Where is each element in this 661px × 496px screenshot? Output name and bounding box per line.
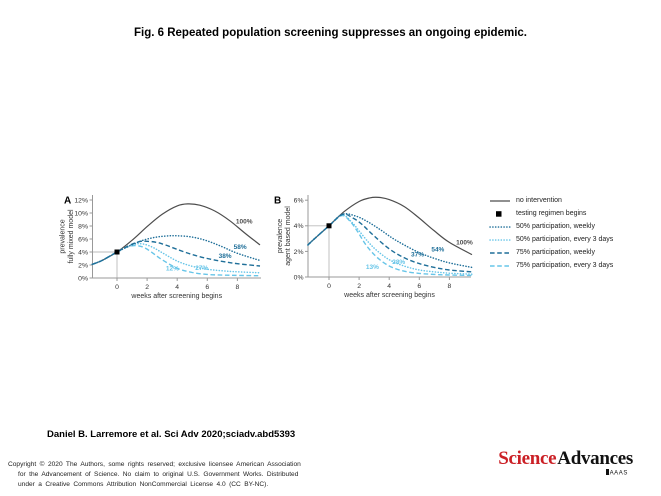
legend-label: 50% participation, weekly [516, 223, 595, 230]
logo-advances: Advances [557, 448, 633, 469]
legend-label: no intervention [516, 197, 562, 204]
legend-item: testing regimen begins [489, 207, 613, 220]
x-tick-label: 4 [387, 283, 391, 290]
panel-letter: B [274, 196, 281, 207]
x-tick-label: 6 [417, 283, 421, 290]
attribution: Daniel B. Larremore et al. Sci Adv 2020;… [47, 429, 296, 440]
y-tick-label: 6% [294, 198, 304, 205]
y-tick-label: 2% [294, 249, 304, 256]
y-axis-title: prevalence [277, 219, 284, 253]
x-tick-label: 8 [236, 284, 240, 291]
y-axis-title: agent based model [285, 206, 292, 266]
legend-item: 75% participation, weekly [489, 246, 613, 259]
x-axis-title: weeks after screening begins [130, 293, 222, 300]
legend-label: testing regimen begins [516, 210, 587, 217]
science-advances-logo: ScienceAdvances AAAS [498, 448, 633, 477]
y-tick-label: 0% [78, 275, 88, 282]
x-tick-label: 6 [205, 284, 209, 291]
aaas-flag-icon [605, 469, 609, 475]
y-tick-label: 8% [78, 223, 88, 230]
legend-line-sample-icon [490, 251, 510, 254]
series-value-label: 27% [195, 265, 208, 272]
y-tick-label: 2% [78, 262, 88, 269]
y-tick-label: 4% [78, 249, 88, 256]
reference-line [92, 251, 118, 278]
square-marker [496, 210, 502, 217]
y-tick-label: 6% [78, 236, 88, 243]
series-value-label: 13% [366, 264, 379, 271]
chart-panel-a: 0% 2% 4% 6% 8% 10% 12% 0 2 4 6 8 100% 27% 12% 58%38% Apr… [60, 195, 261, 300]
reference-line [308, 225, 330, 277]
x-tick-label: 0 [115, 284, 119, 291]
legend-item: no intervention [489, 194, 613, 207]
legend-label: 75% participation, weekly [516, 249, 595, 256]
y-tick-label: 10% [74, 210, 88, 217]
figure-title: Fig. 6 Repeated population screening sup… [134, 27, 527, 39]
series-line [307, 196, 473, 256]
legend-line-sample-icon [489, 238, 511, 241]
series-value-label: 100% [456, 239, 473, 246]
x-tick-label: 2 [357, 283, 361, 290]
logo-wordmark: ScienceAdvances [498, 448, 633, 469]
legend-item: 75% participation, every 3 days [489, 259, 613, 272]
x-tick-label: 8 [448, 283, 452, 290]
series-line [91, 244, 261, 277]
legend-item: 50% participation, weekly [489, 220, 613, 233]
series-line [307, 214, 473, 275]
series-value-label: 38% [219, 253, 232, 260]
legend-line-sample-icon [490, 264, 510, 267]
copyright-line-1: Copyright © 2020 The Authors, some right… [8, 461, 301, 468]
aaas-logo: AAAS [498, 469, 628, 477]
series-line [307, 213, 473, 273]
legend-label: 75% participation, every 3 days [516, 262, 614, 269]
series-value-label: 54% [431, 246, 444, 253]
logo-science: Science [498, 448, 557, 469]
testing-begins-marker [326, 223, 332, 229]
testing-begins-marker [114, 249, 120, 255]
legend-square-marker-icon [496, 210, 502, 217]
legend-line-sample-icon [489, 225, 511, 228]
legend-label: 50% participation, every 3 days [516, 236, 614, 243]
series-value-label: 100% [236, 218, 253, 225]
series-value-label: 37% [411, 251, 424, 258]
chart-panel-b: 0% 2% 4% 6% 0 2 4 6 8 100% 28% 13% 54% 37% Bprevalence… [274, 195, 473, 299]
series-line [307, 214, 473, 277]
x-tick-label: 0 [327, 283, 331, 290]
y-tick-label: 12% [74, 197, 88, 204]
series-value-label: 12% [166, 266, 179, 273]
chart-legend: no intervention testing regimen begins 50%… [489, 194, 613, 272]
x-axis-title: weeks after screening begins [343, 292, 435, 299]
y-tick-label: 0% [294, 274, 304, 281]
x-tick-label: 4 [175, 284, 179, 291]
aaas-label: AAAS [609, 470, 628, 477]
copyright-line-3: under a Creative Commons Attribution Non… [18, 480, 269, 488]
y-axis-title: prevalence [60, 219, 67, 253]
copyright-notice: Copyright © 2020 The Authors, some right… [8, 460, 301, 489]
series-value-label: 58% [234, 244, 247, 251]
legend-item: 50% participation, every 3 days [489, 233, 613, 246]
y-axis-title: fully mixed model [68, 209, 75, 264]
panel-letter: A [64, 196, 71, 207]
x-tick-label: 2 [145, 284, 149, 291]
copyright-line-2: for the Advancement of Science. No claim… [18, 470, 299, 478]
y-tick-label: 4% [294, 223, 304, 230]
series-value-label: 28% [392, 259, 405, 266]
legend-line-sample-icon [490, 199, 510, 202]
